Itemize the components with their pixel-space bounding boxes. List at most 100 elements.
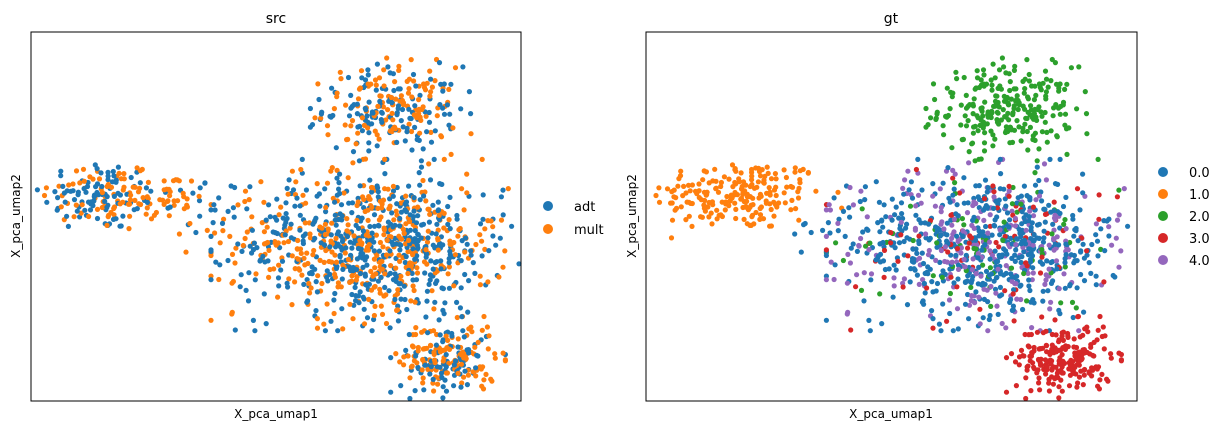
scatter-point: [440, 307, 446, 313]
scatter-point: [492, 355, 498, 361]
scatter-point: [1043, 342, 1049, 348]
scatter-point: [431, 357, 438, 363]
scatter-point: [424, 261, 430, 267]
scatter-point: [1025, 94, 1031, 100]
scatter-point: [1048, 259, 1054, 266]
scatter-point: [1006, 224, 1012, 230]
scatter-point: [1073, 305, 1079, 311]
scatter-point: [261, 199, 267, 205]
scatter-point: [991, 205, 997, 211]
scatter-point: [371, 316, 377, 323]
scatter-point: [418, 158, 424, 164]
scatter-point: [944, 220, 950, 226]
scatter-point: [868, 271, 875, 277]
scatter-point: [940, 180, 946, 186]
scatter-point: [882, 266, 889, 273]
scatter-point: [455, 370, 461, 376]
scatter-point: [350, 149, 357, 155]
scatter-point: [345, 256, 351, 263]
scatter-point: [415, 232, 421, 238]
scatter-point: [161, 201, 167, 207]
scatter-point: [1056, 307, 1062, 313]
scatter-point: [440, 339, 446, 345]
legend-label-4-0: 4.0: [1189, 254, 1210, 269]
scatter-point: [213, 259, 219, 265]
scatter-point: [145, 179, 151, 185]
scatter-point: [1013, 281, 1019, 287]
scatter-point: [500, 212, 506, 218]
scatter-point: [1025, 252, 1031, 258]
scatter-point: [1040, 288, 1046, 294]
scatter-point: [445, 337, 451, 343]
scatter-points: [653, 55, 1131, 402]
scatter-point: [788, 207, 794, 213]
scatter-point: [729, 162, 736, 168]
scatter-point: [987, 212, 993, 218]
scatter-point: [359, 255, 365, 261]
scatter-point: [394, 201, 400, 207]
scatter-point: [1032, 170, 1038, 176]
scatter-point: [71, 214, 77, 220]
scatter-point: [298, 250, 304, 256]
scatter-point: [440, 395, 446, 401]
scatter-point: [1064, 81, 1070, 87]
scatter-point: [701, 205, 708, 211]
scatter-point: [417, 182, 423, 188]
scatter-point: [405, 353, 411, 359]
scatter-point: [229, 280, 235, 286]
scatter-point: [308, 269, 314, 275]
scatter-point: [395, 287, 401, 293]
scatter-point: [881, 274, 887, 280]
scatter-point: [387, 248, 393, 254]
scatter-point: [392, 126, 398, 132]
scatter-point: [999, 55, 1006, 61]
scatter-point: [81, 186, 87, 192]
scatter-point: [850, 241, 856, 247]
scatter-point: [842, 233, 848, 239]
scatter-point: [406, 331, 412, 338]
scatter-point: [1039, 254, 1045, 260]
scatter-point: [477, 364, 483, 370]
scatter-point: [52, 189, 58, 195]
scatter-point: [965, 273, 971, 279]
scatter-point: [454, 314, 460, 321]
scatter-point: [1011, 86, 1017, 92]
scatter-point: [447, 111, 453, 117]
scatter-point: [62, 199, 68, 205]
scatter-point: [464, 190, 470, 196]
scatter-point: [451, 283, 457, 289]
scatter-point: [348, 123, 354, 129]
scatter-point: [995, 311, 1001, 317]
scatter-point: [1026, 71, 1032, 78]
scatter-point: [339, 306, 345, 312]
scatter-point: [1042, 109, 1048, 116]
scatter-point: [1071, 233, 1077, 239]
scatter-point: [1018, 347, 1025, 353]
scatter-point: [990, 183, 996, 189]
scatter-point: [73, 202, 79, 208]
scatter-point: [430, 242, 436, 248]
scatter-point: [1023, 115, 1029, 121]
scatter-point: [489, 378, 495, 384]
scatter-point: [486, 248, 492, 254]
scatter-point: [420, 380, 426, 386]
scatter-point: [284, 185, 290, 191]
scatter-point: [916, 255, 923, 261]
scatter-point: [966, 316, 972, 322]
scatter-point: [380, 244, 386, 250]
scatter-point: [948, 212, 954, 218]
scatter-point: [988, 283, 994, 290]
scatter-point: [447, 226, 453, 232]
scatter-point: [883, 214, 889, 220]
scatter-point: [696, 195, 702, 201]
scatter-point: [366, 148, 372, 154]
scatter-point: [382, 271, 388, 277]
scatter-point: [472, 344, 478, 350]
scatter-point: [403, 254, 409, 260]
scatter-point: [329, 259, 335, 265]
scatter-point: [369, 121, 375, 127]
scatter-point: [980, 125, 986, 131]
scatter-point: [1049, 231, 1055, 237]
scatter-point: [307, 231, 313, 237]
scatter-point: [749, 166, 755, 173]
